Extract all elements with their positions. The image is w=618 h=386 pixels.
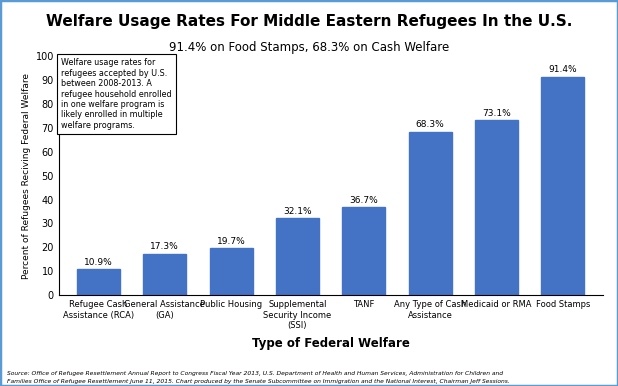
Text: Welfare usage rates for
refugees accepted by U.S.
between 2008-2013. A
refugee h: Welfare usage rates for refugees accepte… <box>61 58 172 130</box>
Bar <box>475 120 518 295</box>
Bar <box>541 76 584 295</box>
Text: 36.7%: 36.7% <box>349 196 378 205</box>
Text: 73.1%: 73.1% <box>482 109 511 118</box>
X-axis label: Type of Federal Welfare: Type of Federal Welfare <box>252 337 410 350</box>
Bar <box>143 254 187 295</box>
Text: Welfare Usage Rates For Middle Eastern Refugees In the U.S.: Welfare Usage Rates For Middle Eastern R… <box>46 14 572 29</box>
Text: 91.4%: 91.4% <box>548 65 577 74</box>
Bar <box>342 207 386 295</box>
Bar <box>77 269 120 295</box>
Text: Source: Office of Refugee Resettlement Annual Report to Congress Fiscal Year 201: Source: Office of Refugee Resettlement A… <box>7 371 504 376</box>
Y-axis label: Percent of Refugees Reciving Federal Welfare: Percent of Refugees Reciving Federal Wel… <box>22 73 32 279</box>
Text: Families Office of Refugee Resettlement June 11, 2015. Chart produced by the Sen: Families Office of Refugee Resettlement … <box>7 379 510 384</box>
Text: 68.3%: 68.3% <box>416 120 444 129</box>
Text: 17.3%: 17.3% <box>150 242 179 252</box>
Bar <box>210 248 253 295</box>
Bar <box>408 132 452 295</box>
Text: 91.4% on Food Stamps, 68.3% on Cash Welfare: 91.4% on Food Stamps, 68.3% on Cash Welf… <box>169 41 449 54</box>
Bar <box>276 218 319 295</box>
Text: 32.1%: 32.1% <box>283 207 312 216</box>
Text: 19.7%: 19.7% <box>217 237 245 246</box>
Text: 10.9%: 10.9% <box>84 258 113 267</box>
